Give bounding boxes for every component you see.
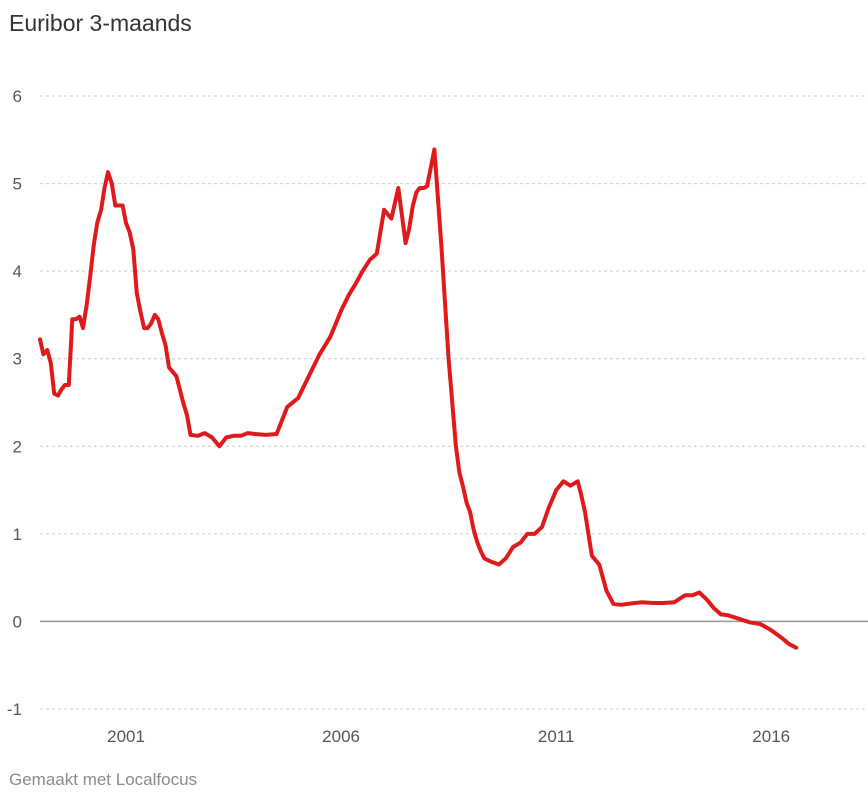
y-tick-label: 2	[13, 437, 22, 456]
gridlines	[40, 95, 868, 710]
x-tick-label: 2001	[107, 727, 145, 746]
x-tick-label: 2011	[538, 727, 575, 746]
source-credit: Gemaakt met Localfocus	[9, 770, 198, 789]
y-tick-label: 0	[13, 612, 22, 631]
series-line	[38, 147, 799, 650]
chart-title: Euribor 3-maands	[9, 10, 192, 36]
y-tick-label: -1	[7, 700, 22, 719]
y-axis-ticks: -1 0 1 2 3 4 5 6	[7, 87, 22, 719]
x-tick-label: 2006	[322, 727, 360, 746]
x-axis-ticks: 2001 2006 2011 2016	[107, 727, 790, 746]
x-tick-label: 2016	[752, 727, 790, 746]
y-tick-label: 3	[13, 350, 22, 369]
series-group	[38, 147, 799, 650]
y-tick-label: 6	[13, 87, 22, 106]
y-tick-label: 5	[13, 175, 22, 194]
y-tick-label: 4	[13, 262, 22, 281]
y-tick-label: 1	[13, 525, 22, 544]
